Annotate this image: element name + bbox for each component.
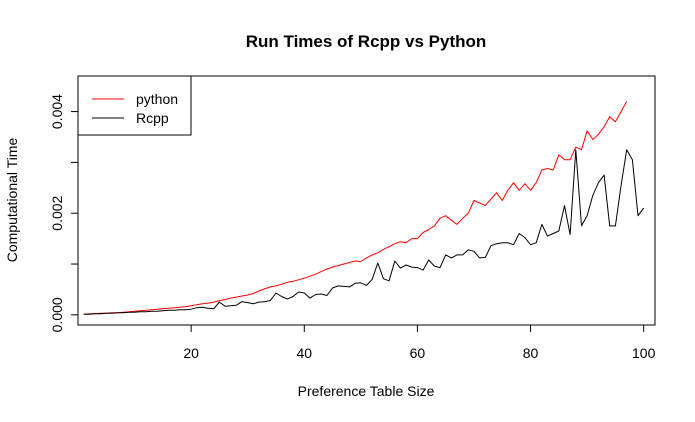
x-tick-label: 20	[183, 345, 199, 361]
x-tick-label: 100	[632, 345, 656, 361]
x-tick-label: 80	[523, 345, 539, 361]
plot-frame	[77, 75, 656, 326]
series-line-python	[83, 101, 628, 315]
legend-label-python: python	[136, 91, 178, 107]
legend: python Rcpp	[77, 75, 192, 136]
series-line-rcpp	[83, 149, 645, 315]
legend-label-rcpp: Rcpp	[136, 110, 169, 126]
x-tick-label: 60	[410, 345, 426, 361]
legend-box	[77, 75, 192, 136]
y-axis-label: Computational Time	[4, 138, 20, 263]
x-tick-label: 40	[296, 345, 312, 361]
plot-area: 20 40 60 80 100 0.000 0.002 0.004	[49, 94, 656, 361]
y-tick-label: 0.004	[49, 94, 65, 129]
x-axis-label: Preference Table Size	[298, 383, 435, 399]
y-tick-label: 0.000	[49, 297, 65, 332]
y-tick-label: 0.002	[49, 195, 65, 230]
chart-title: Run Times of Rcpp vs Python	[246, 32, 487, 51]
